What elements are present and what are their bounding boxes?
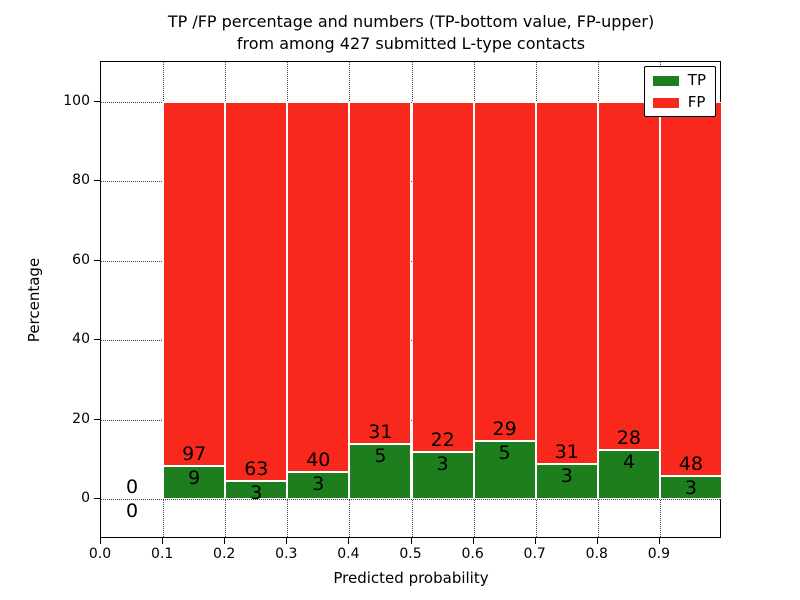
tp-count-label: 4 [622, 450, 635, 473]
tp-count-label: 3 [436, 452, 449, 475]
chart-title-line2: from among 427 submitted L-type contacts [236, 34, 586, 53]
x-tick [658, 538, 660, 544]
y-tick [94, 100, 100, 102]
fp-bar-segment [411, 101, 474, 452]
x-tick [534, 538, 536, 544]
fp-count-label: 0 [126, 476, 139, 499]
x-tick [596, 538, 598, 544]
x-tick-label: 0.3 [275, 546, 298, 562]
y-tick-label: 100 [63, 92, 90, 109]
x-tick [286, 538, 288, 544]
x-tick-label: 0.8 [585, 546, 608, 562]
fp-bar-segment [163, 101, 226, 466]
y-tick [94, 498, 100, 500]
x-tick [348, 538, 350, 544]
y-tick-label: 20 [72, 410, 90, 427]
x-tick-label: 0.7 [523, 546, 546, 562]
fp-bar-segment [349, 101, 412, 445]
legend: TP FP [643, 66, 716, 117]
tp-bar-segment [349, 444, 412, 500]
x-tick-label: 0.4 [337, 546, 360, 562]
fp-count-label: 22 [430, 428, 455, 451]
fp-legend-swatch-icon [652, 97, 679, 108]
tp-legend-swatch-icon [652, 75, 679, 86]
gridline-horizontal [101, 499, 720, 501]
tp-bar-segment [411, 451, 474, 500]
tp-count-label: 5 [374, 445, 387, 467]
tp-bar-segment [163, 465, 226, 500]
tp-bar-segment [287, 471, 350, 500]
y-tick [94, 180, 100, 182]
x-tick [410, 538, 412, 544]
x-tick [224, 538, 226, 544]
fp-bar-segment [535, 101, 598, 465]
x-tick [472, 538, 474, 544]
fp-legend-label: FP [687, 93, 706, 111]
x-tick-label: 0.0 [88, 546, 112, 562]
tp-count-label: 3 [560, 465, 573, 488]
x-tick [100, 538, 101, 544]
x-tick-label: 0.2 [213, 546, 236, 562]
tp-count-label: 3 [684, 476, 697, 499]
y-tick-label: 60 [72, 251, 90, 268]
y-tick [94, 259, 100, 261]
fp-count-label: 28 [616, 426, 641, 449]
tp-count-label: 3 [250, 482, 263, 505]
tp-count-label: 3 [312, 472, 325, 495]
x-tick-label: 0.9 [647, 546, 671, 562]
fp-bar-segment [597, 101, 660, 450]
fp-count-label: 97 [182, 442, 207, 465]
fp-count-label: 40 [306, 448, 331, 471]
tp-count-label: 0 [126, 500, 139, 523]
legend-item-tp: TP [652, 71, 706, 89]
tp-bar-segment [597, 449, 660, 500]
fp-count-label: 29 [492, 417, 517, 440]
tp-bar-segment [659, 475, 722, 500]
fp-count-label: 31 [368, 421, 393, 443]
x-tick-label: 0.1 [150, 546, 174, 562]
fp-count-label: 48 [678, 452, 703, 475]
y-tick-label: 0 [81, 490, 90, 507]
tp-bar-segment [225, 481, 288, 500]
x-axis-label: Predicted probability [333, 569, 489, 587]
legend-item-fp: FP [652, 93, 706, 111]
tp-count-label: 9 [188, 466, 201, 489]
fp-bar-segment [287, 101, 350, 472]
y-axis-label: Percentage [25, 257, 43, 343]
x-tick-label: 0.6 [461, 546, 484, 562]
tp-bar-segment [535, 464, 598, 500]
fp-bar-segment [225, 101, 288, 482]
fp-bar-segment [473, 101, 536, 441]
y-tick-label: 40 [72, 331, 90, 348]
chart-title-line1: TP /FP percentage and numbers (TP-bottom… [167, 12, 655, 31]
y-tick [94, 339, 100, 341]
tp-count-label: 5 [498, 441, 511, 464]
tp-bar-segment [473, 440, 536, 500]
fp-count-label: 63 [244, 458, 269, 481]
y-tick [94, 418, 100, 420]
fp-bar-segment [659, 101, 722, 476]
tp-legend-label: TP [687, 71, 706, 89]
y-tick-label: 80 [72, 172, 90, 189]
fp-count-label: 31 [554, 441, 579, 464]
plot-area: 0 0 97 9 63 3 40 3 31 5 22 3 29 5 31 3 28 4 48 3 TP FP [100, 61, 722, 538]
x-tick-label: 0.5 [399, 546, 422, 562]
x-tick [162, 538, 164, 544]
